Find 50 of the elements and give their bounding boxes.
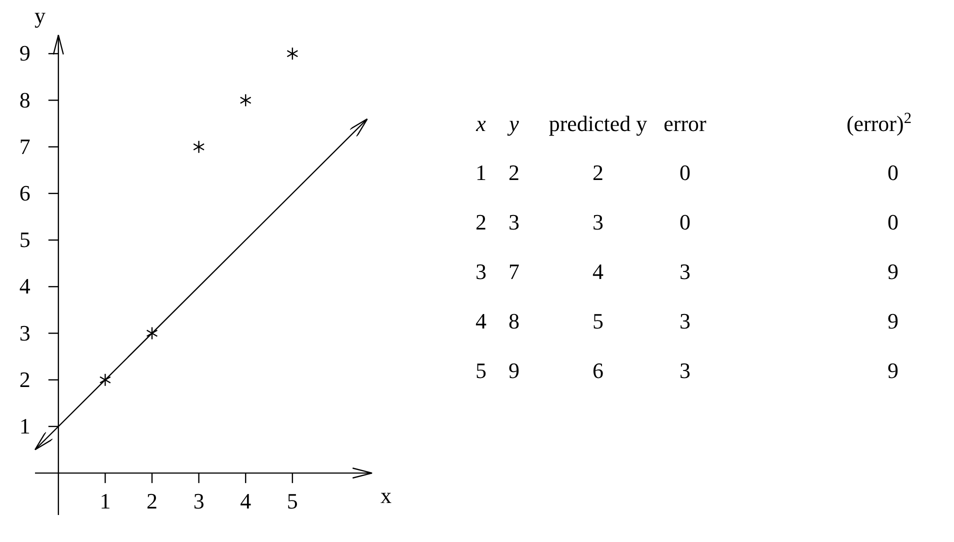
y-tick-label: 8	[19, 87, 30, 112]
data-label: 3	[680, 259, 690, 284]
data-label: 1	[476, 160, 486, 185]
data-label: 3	[508, 210, 520, 234]
x-tick-label: 5	[286, 488, 298, 514]
x-tick-label: 1	[100, 488, 111, 514]
y-tick-label: 1	[19, 413, 30, 438]
x-tick-label: (error)$^{2}$	[846, 110, 912, 136]
data-label: 4	[476, 308, 486, 334]
point	[99, 373, 112, 386]
data-label: 3	[680, 308, 690, 334]
y-tick-label: 3	[19, 320, 30, 346]
y-tick-label: 6	[19, 180, 30, 206]
y-tick-label: 9	[19, 40, 30, 66]
data-label: 9	[888, 358, 898, 383]
x-tick-label: y	[507, 111, 520, 136]
data-label: 3	[680, 358, 690, 383]
data-label: 8	[508, 308, 520, 334]
point	[146, 326, 158, 340]
y-tick-label: 7	[19, 134, 30, 159]
data-label: 0	[888, 210, 898, 234]
data-label: 9	[508, 358, 520, 383]
data-label: 9	[888, 308, 898, 334]
data-label: 2	[508, 160, 520, 185]
point	[240, 94, 252, 107]
x-tick-label: 3	[193, 488, 204, 514]
data-label: 5	[592, 308, 604, 334]
x-tick-label: error	[664, 111, 708, 136]
x-tick-label: 2	[146, 488, 158, 514]
data-label: 0	[680, 210, 690, 234]
point	[286, 47, 298, 60]
data-label: 2	[592, 160, 604, 185]
data-label: 3	[592, 210, 604, 234]
y-axis-title: y	[34, 3, 46, 28]
data-label: 9	[888, 259, 898, 284]
y-tick-label: 4	[19, 274, 30, 299]
x-tick-label: 4	[240, 488, 252, 514]
x-tick-label: x	[475, 111, 486, 136]
x-tick-label: predicted y	[548, 111, 648, 136]
data-label: 0	[680, 160, 690, 185]
data-label: 2	[476, 210, 486, 234]
y-tick-label: 5	[19, 227, 30, 252]
data-label: 3	[476, 259, 486, 284]
data-label: 6	[592, 358, 604, 383]
y-tick-label: 2	[19, 366, 30, 392]
data-label: 0	[888, 160, 898, 185]
data-label: 4	[592, 259, 604, 284]
point	[193, 140, 205, 154]
data-label: 7	[508, 259, 520, 284]
data-label: 5	[476, 358, 486, 383]
